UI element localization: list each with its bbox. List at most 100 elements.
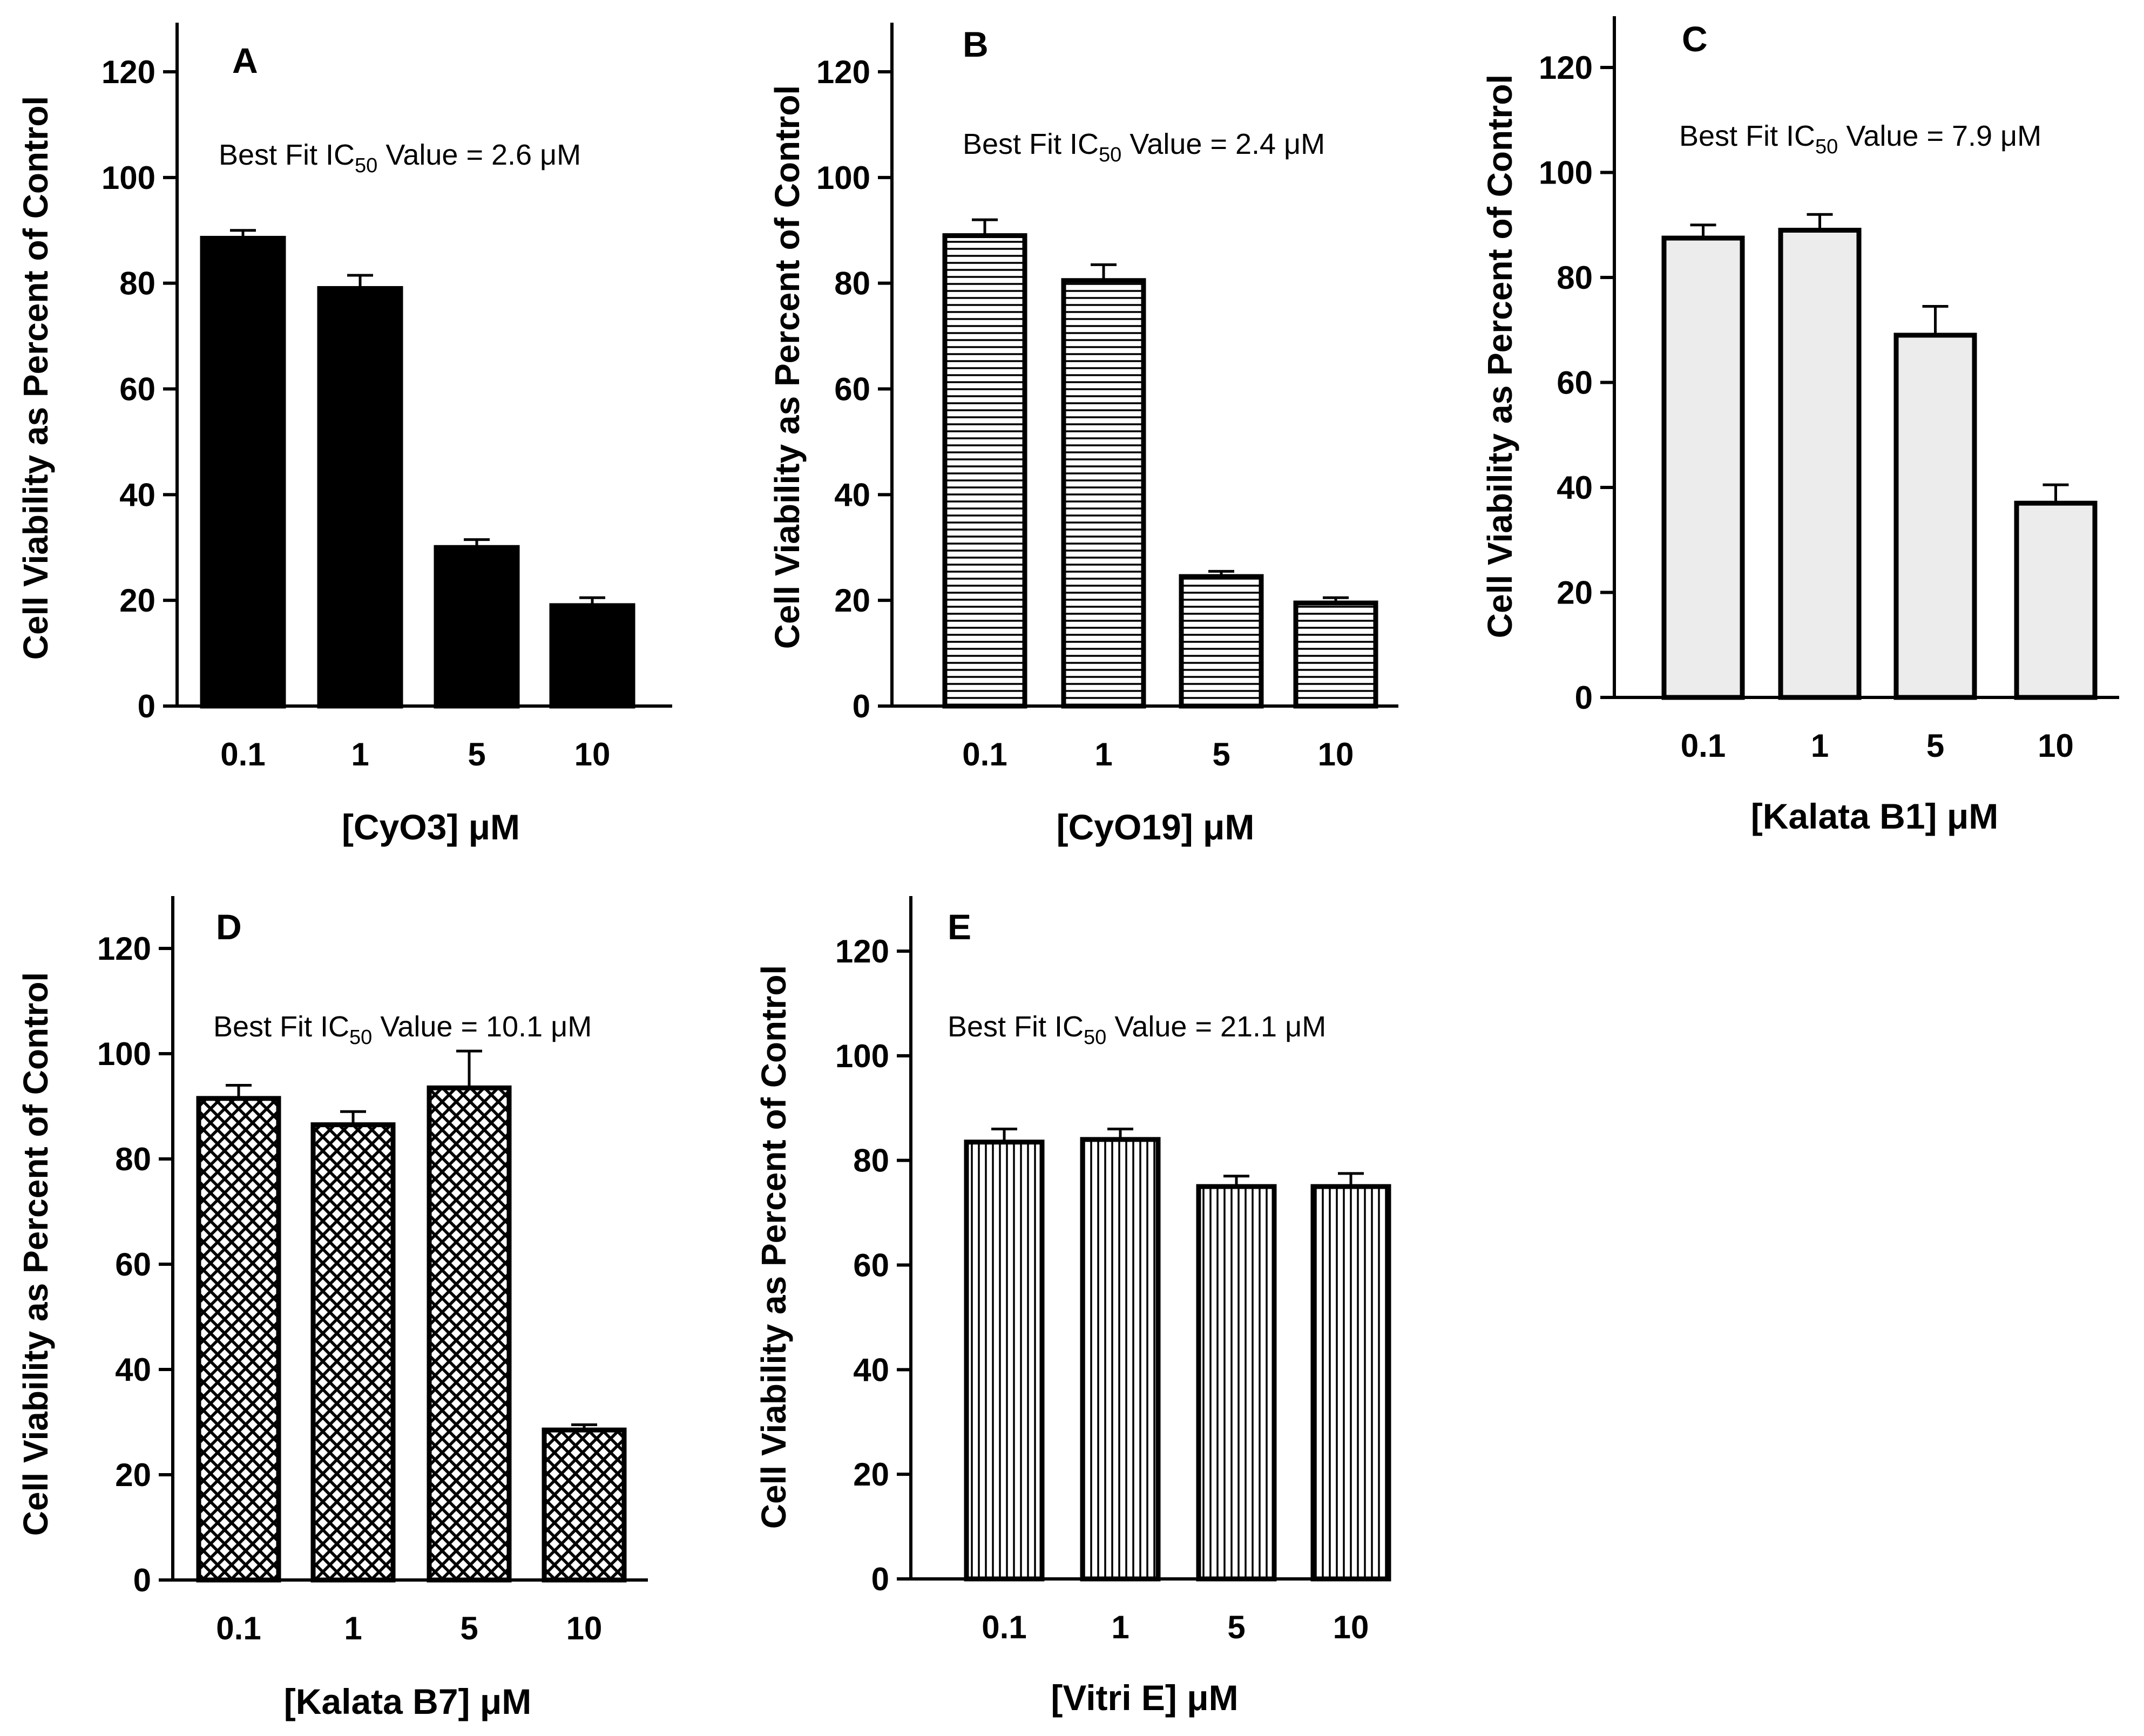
panel-a-y-axis-label: Cell Viability as Percent of Control <box>16 96 55 660</box>
panel-c: C Best Fit IC50 Value = 7.9 μM Cell Viab… <box>1480 16 2119 836</box>
panel-d-y-tick-label: 20 <box>115 1457 151 1493</box>
panel-d-bar <box>310 1122 396 1583</box>
panel-e-x-axis-label: [Vitri E] μM <box>1051 1678 1238 1718</box>
panel-c-x-tick-label: 5 <box>1926 728 1944 764</box>
panel-b-y-tick-label: 40 <box>834 477 870 513</box>
panel-a: A Best Fit IC50 Value = 2.6 μM Cell Viab… <box>16 23 672 847</box>
panel-d-bar <box>427 1085 512 1583</box>
panel-d-x-tick-label: 1 <box>344 1610 362 1646</box>
panel-c-y-tick-label: 100 <box>1539 155 1593 191</box>
panel-d-y-tick-label: 120 <box>97 931 151 967</box>
panel-b-y-tick-label: 60 <box>834 371 870 408</box>
panel-b-x-tick-label: 0.1 <box>962 736 1007 772</box>
panel-c-y-tick-label: 0 <box>1575 680 1593 716</box>
panel-c-bar <box>2014 500 2098 700</box>
panel-a-label: A <box>232 40 258 80</box>
panel-e-y-axis-label: Cell Viability as Percent of Control <box>754 965 793 1529</box>
panel-c-y-axis-label: Cell Viability as Percent of Control <box>1480 74 1519 638</box>
panel-a-y-tick-label: 60 <box>119 371 155 408</box>
panel-d-x-axis-label: [Kalata B7] μM <box>284 1681 531 1721</box>
panel-b-bar <box>1293 600 1378 709</box>
panel-d-y-tick-label: 80 <box>115 1141 151 1177</box>
panel-c-bar <box>1661 235 1745 700</box>
panel-c-x-tick-label: 1 <box>1811 728 1829 764</box>
panel-a-y-tick-label: 20 <box>119 582 155 619</box>
panel-e-bar <box>964 1140 1045 1582</box>
panel-e-y-tick-label: 40 <box>853 1352 889 1388</box>
panel-c-ic50: Best Fit IC50 Value = 7.9 μM <box>1679 120 2041 158</box>
panel-b-bar <box>1179 574 1264 709</box>
panel-d-bar <box>196 1096 281 1583</box>
panel-b-label: B <box>963 24 989 64</box>
panel-a-y-tick-label: 80 <box>119 266 155 302</box>
panel-b-x-tick-label: 5 <box>1212 736 1230 772</box>
panel-e-y-tick-label: 20 <box>853 1456 889 1493</box>
panel-b-x-axis-label: [CyO19] μM <box>1057 807 1255 847</box>
panel-a-y-tick-label: 100 <box>102 160 155 196</box>
panel-e-bar <box>1080 1137 1161 1582</box>
panel-a-bar <box>200 235 286 709</box>
panel-c-y-tick-label: 80 <box>1557 260 1593 296</box>
panel-a-ic50: Best Fit IC50 Value = 2.6 μM <box>219 139 581 177</box>
panel-a-y-tick-label: 40 <box>119 477 155 513</box>
panel-d-y-tick-label: 60 <box>115 1246 151 1283</box>
panel-d-bar <box>542 1427 627 1583</box>
panel-a-y-tick-label: 120 <box>102 54 155 90</box>
panel-d-x-tick-label: 10 <box>566 1610 603 1646</box>
panel-e-bar <box>1310 1184 1391 1582</box>
panel-b-ic50: Best Fit IC50 Value = 2.4 μM <box>963 128 1325 166</box>
panel-a-bar <box>434 545 520 709</box>
panel-c-x-tick-label: 10 <box>2038 728 2074 764</box>
panel-e-y-tick-label: 120 <box>835 933 889 969</box>
panel-b-y-axis-label: Cell Viability as Percent of Control <box>768 85 807 649</box>
panel-e-bar <box>1196 1184 1277 1582</box>
panel-e-x-tick-label: 0.1 <box>982 1609 1026 1645</box>
panel-d-x-tick-label: 0.1 <box>216 1610 261 1646</box>
panel-a-bar <box>549 603 635 709</box>
panel-c-x-axis-label: [Kalata B1] μM <box>1751 796 1998 836</box>
panel-b-y-tick-label: 120 <box>816 54 870 90</box>
panel-c-bar <box>1778 227 1862 700</box>
panel-d-y-tick-label: 40 <box>115 1352 151 1388</box>
panel-e: E Best Fit IC50 Value = 21.1 μM Cell Via… <box>754 896 1391 1718</box>
panel-b-y-tick-label: 20 <box>834 582 870 619</box>
panel-e-label: E <box>948 907 971 947</box>
panel-e-x-tick-label: 5 <box>1227 1609 1245 1645</box>
panel-a-bar <box>317 286 403 709</box>
panel-b-x-tick-label: 1 <box>1094 736 1112 772</box>
panel-b-x-tick-label: 10 <box>1318 736 1354 772</box>
panel-d-y-tick-label: 0 <box>133 1562 151 1598</box>
panel-c-y-tick-label: 120 <box>1539 50 1593 86</box>
panel-c-y-tick-label: 20 <box>1557 575 1593 611</box>
panel-d-x-tick-label: 5 <box>460 1610 478 1646</box>
panel-c-x-tick-label: 0.1 <box>1681 728 1726 764</box>
panel-b-y-tick-label: 0 <box>853 688 870 724</box>
panel-b-bar <box>942 233 1027 709</box>
panel-d: D Best Fit IC50 Value = 10.1 μM Cell Via… <box>16 896 648 1721</box>
panel-a-x-tick-label: 0.1 <box>220 736 265 772</box>
panel-a-x-tick-label: 5 <box>468 736 485 772</box>
panel-e-y-tick-label: 100 <box>835 1038 889 1074</box>
panel-e-y-tick-label: 0 <box>871 1561 889 1597</box>
panel-e-x-tick-label: 10 <box>1333 1609 1369 1645</box>
panel-b-bar <box>1061 278 1146 709</box>
panel-e-ic50: Best Fit IC50 Value = 21.1 μM <box>948 1011 1326 1049</box>
panel-b: B Best Fit IC50 Value = 2.4 μM Cell Viab… <box>768 23 1398 847</box>
panel-a-x-tick-label: 10 <box>574 736 611 772</box>
panel-d-label: D <box>216 907 242 947</box>
panel-b-y-tick-label: 100 <box>816 160 870 196</box>
panel-a-y-tick-label: 0 <box>138 688 155 724</box>
panel-c-label: C <box>1682 19 1708 59</box>
panel-e-y-tick-label: 80 <box>853 1143 889 1179</box>
panel-a-x-axis-label: [CyO3] μM <box>342 807 520 847</box>
panel-d-ic50: Best Fit IC50 Value = 10.1 μM <box>213 1011 592 1049</box>
panel-c-y-tick-label: 60 <box>1557 365 1593 401</box>
panel-a-x-tick-label: 1 <box>351 736 369 772</box>
panel-d-y-tick-label: 100 <box>97 1036 151 1072</box>
panel-e-x-tick-label: 1 <box>1111 1609 1129 1645</box>
